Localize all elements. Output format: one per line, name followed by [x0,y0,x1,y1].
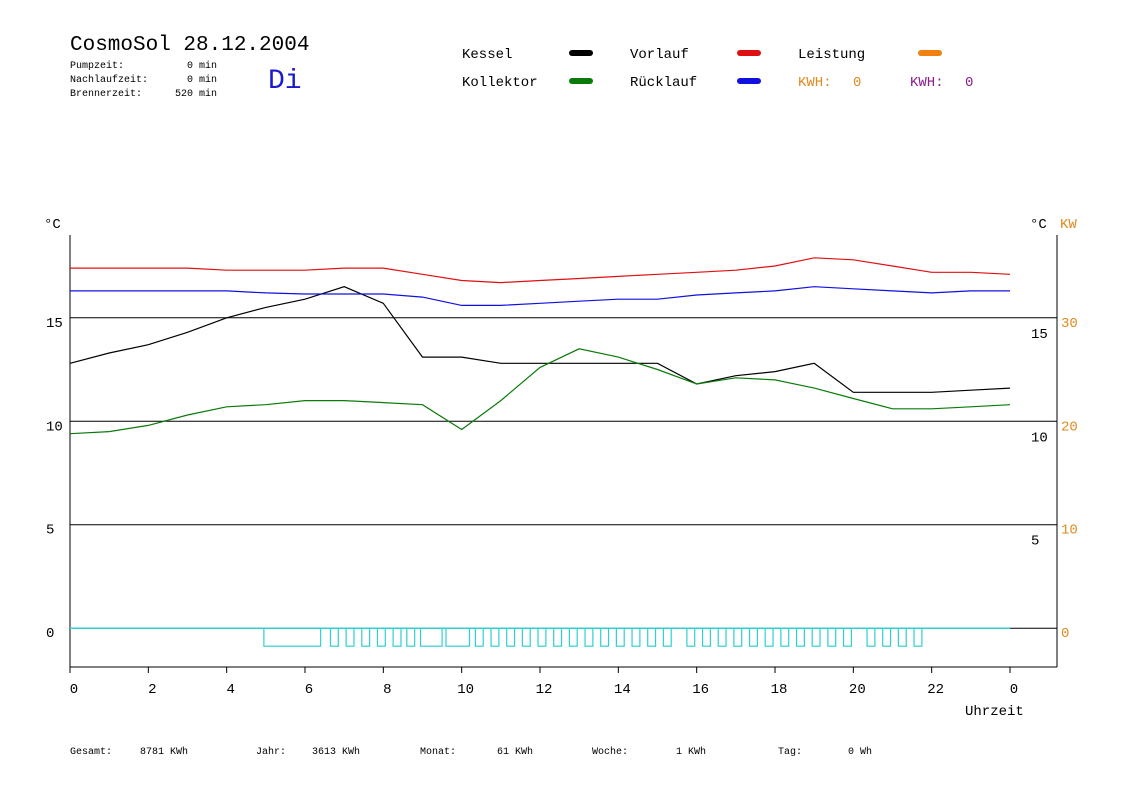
legend-label: Leistung [798,47,865,63]
x-tick-label: 12 [536,682,553,698]
footer-label: Monat: [420,747,456,758]
burner-on [686,627,696,647]
burner-on [474,627,484,647]
burner-on [811,627,821,647]
y2-tick-label: 10 [1061,523,1078,539]
x-tick-label: 2 [148,682,156,698]
stat-value: 0 min [187,60,217,72]
burner-on [842,627,852,647]
burner-on [445,627,471,647]
burner-on [615,627,625,647]
burner-on [329,627,339,647]
burner-on [506,627,516,647]
burner-on [647,627,657,647]
series-line [70,257,1011,284]
burner-on [584,627,594,647]
burner-on [361,627,371,647]
burner-on [764,627,774,647]
burner-on [490,627,500,647]
burner-on [553,627,563,647]
burner-on [631,627,641,647]
burner-on [913,627,923,647]
legend-label: Kessel [462,47,512,63]
burner-on [392,627,402,647]
x-axis-label: Uhrzeit [965,704,1024,720]
y-tick-label-right: 10 [1031,430,1048,446]
day: Di [268,66,302,97]
burner-on [701,627,711,647]
burner-on [419,627,443,647]
x-tick-label: 0 [70,682,78,698]
burner-on [748,627,758,647]
x-tick-label: 16 [692,682,709,698]
burner-on [406,627,416,647]
y-axis-unit-right: °C [1030,217,1047,233]
stat-label: Brennerzeit: [70,88,142,100]
burner-on [795,627,805,647]
kwh-label: KWH: [910,75,944,91]
y-tick-label-right: 15 [1031,327,1048,343]
title: CosmoSol 28.12.2004 [70,34,309,57]
burner-on [376,627,386,647]
x-tick-label: 18 [771,682,788,698]
y-axis-unit: °C [44,217,61,233]
footer-label: Gesamt: [70,747,112,758]
footer-label: Tag: [778,747,802,758]
stat-label: Nachlaufzeit: [70,74,148,86]
burner-on [600,627,610,647]
y-tick-label: 0 [46,626,54,642]
x-tick-label: 14 [614,682,631,698]
x-tick-label: 20 [849,682,866,698]
burner-on [568,627,578,647]
footer-label: Woche: [592,746,628,758]
kwh-value: 0 [853,75,861,91]
y-tick-label: 10 [46,419,63,435]
burner-on [897,627,907,647]
footer-value: 61 KWh [497,746,533,758]
y-tick-label: 5 [46,523,54,539]
y2-tick-label: 20 [1061,419,1078,435]
kwh-value: 0 [965,75,973,91]
x-tick-label: 10 [457,682,474,698]
y-tick-label-right: 5 [1031,534,1039,550]
burner-on [263,627,322,647]
x-tick-label: 6 [305,682,313,698]
burner-on [780,627,790,647]
series-line [69,286,1011,393]
burner-on [345,627,355,647]
footer-value: 3613 KWh [312,746,360,758]
x-tick-label: 8 [383,682,391,698]
x-tick-label: 4 [226,682,234,698]
burner-on [521,627,531,647]
legend-label: Rücklauf [630,75,697,91]
legend-label: Vorlauf [630,47,689,63]
y-tick-label: 15 [46,316,63,332]
legend-label: Kollektor [462,75,538,91]
y2-axis-unit: KW [1060,217,1077,233]
y2-tick-label: 0 [1061,626,1069,642]
footer-value: 8781 KWh [140,746,188,758]
burner-on [827,627,837,647]
stat-value: 520 min [175,88,217,100]
y2-tick-label: 30 [1061,316,1078,332]
stat-value: 0 min [187,74,217,86]
x-tick-label: 22 [927,682,944,698]
burner-on [537,627,547,647]
series-line [70,286,1010,306]
footer-label: Jahr: [256,746,286,758]
burner-on [662,627,672,647]
burner-on [882,627,892,647]
burner-on [717,627,727,647]
kwh-label: KWH: [798,75,832,91]
footer-value: 1 KWh [676,746,706,758]
burner-on [733,627,743,647]
footer-value: 0 Wh [848,746,872,758]
burner-on [866,627,876,647]
stat-label: Pumpzeit: [70,60,124,72]
x-tick-label: 0 [1010,682,1018,698]
series-line [69,348,1011,435]
